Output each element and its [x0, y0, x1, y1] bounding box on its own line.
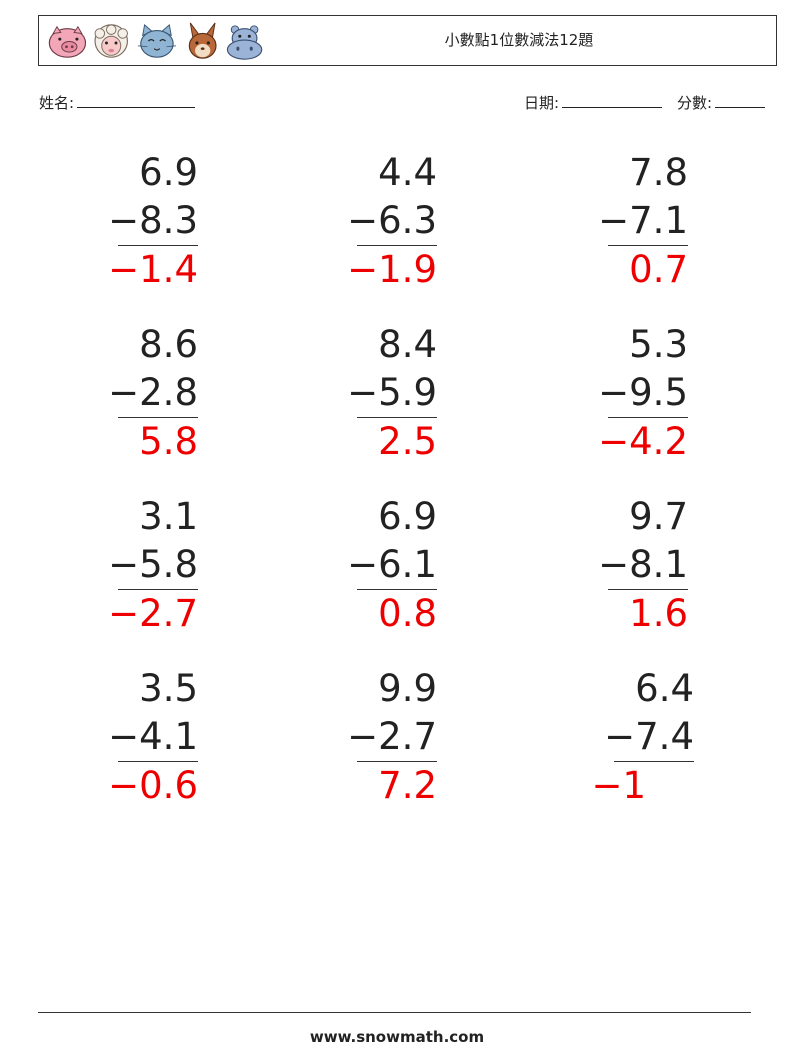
answer: −1.4	[108, 248, 198, 291]
subtrahend: −2.7	[347, 715, 437, 758]
rabbit-face-icon	[188, 22, 217, 59]
pig-face-icon	[48, 25, 87, 58]
answer: 5.8	[139, 420, 198, 463]
problem-8: 6.9 −6.1 0.8	[337, 495, 437, 645]
cat-face-icon	[137, 23, 177, 58]
answer: 7.2	[378, 764, 437, 807]
subtrahend: −7.1	[598, 199, 688, 242]
problem-9: 9.7 −8.1 1.6	[588, 495, 688, 645]
answer-line	[118, 589, 198, 590]
footer-divider	[38, 1012, 751, 1013]
problem-4: 8.6 −2.8 5.8	[98, 323, 198, 473]
answer-line	[608, 589, 688, 590]
worksheet-title: 小數點1位數減法12題	[444, 31, 594, 49]
minuend: 7.8	[629, 151, 688, 194]
answer: 0.8	[378, 592, 437, 635]
answer-line	[608, 417, 688, 418]
score-field[interactable]: 分數:	[677, 93, 766, 112]
date-blank[interactable]	[562, 93, 663, 108]
score-blank[interactable]	[715, 93, 766, 108]
problem-11: 9.9 −2.7 7.2	[337, 667, 437, 817]
answer-line	[118, 245, 198, 246]
minuend: 4.4	[378, 151, 437, 194]
subtrahend: −6.1	[347, 543, 437, 586]
date-field[interactable]: 日期:	[524, 93, 663, 112]
answer-line	[118, 761, 198, 762]
answer-line	[118, 417, 198, 418]
minuend: 3.5	[139, 667, 198, 710]
answer: −2.7	[108, 592, 198, 635]
date-label: 日期:	[524, 94, 560, 112]
answer-line	[357, 761, 437, 762]
minuend: 6.9	[139, 151, 198, 194]
minuend: 8.6	[139, 323, 198, 366]
minuend: 9.9	[378, 667, 437, 710]
animal-icons	[48, 22, 263, 60]
problem-7: 3.1 −5.8 −2.7	[98, 495, 198, 645]
answer-line	[614, 761, 694, 762]
worksheet-header: 小數點1位數減法12題	[38, 15, 777, 66]
minuend: 5.3	[629, 323, 688, 366]
problem-5: 8.4 −5.9 2.5	[337, 323, 437, 473]
answer-line	[357, 245, 437, 246]
name-label: 姓名:	[39, 94, 75, 112]
subtrahend: −7.4	[604, 715, 694, 758]
subtrahend: −2.8	[108, 371, 198, 414]
answer-line	[357, 417, 437, 418]
answer: −0.6	[108, 764, 198, 807]
name-blank[interactable]	[77, 93, 196, 108]
subtrahend: −6.3	[347, 199, 437, 242]
hippo-face-icon	[226, 25, 263, 60]
subtrahend: −4.1	[108, 715, 198, 758]
answer: −1.9	[347, 248, 437, 291]
problem-6: 5.3 −9.5 −4.2	[588, 323, 688, 473]
minuend: 9.7	[629, 495, 688, 538]
minuend: 6.4	[635, 667, 694, 710]
problem-10: 3.5 −4.1 −0.6	[98, 667, 198, 817]
answer: 0.7	[629, 248, 688, 291]
subtrahend: −8.1	[598, 543, 688, 586]
subtrahend: −5.9	[347, 371, 437, 414]
subtrahend: −5.8	[108, 543, 198, 586]
problem-1: 6.9 −8.3 −1.4	[98, 151, 198, 301]
answer: 2.5	[378, 420, 437, 463]
subtrahend: −8.3	[108, 199, 198, 242]
answer-line	[608, 245, 688, 246]
minuend: 3.1	[139, 495, 198, 538]
answer: 1.6	[629, 592, 688, 635]
problem-2: 4.4 −6.3 −1.9	[337, 151, 437, 301]
sheep-face-icon	[94, 24, 128, 58]
minuend: 8.4	[378, 323, 437, 366]
answer-line	[357, 589, 437, 590]
name-field[interactable]: 姓名:	[39, 93, 196, 112]
problem-3: 7.8 −7.1 0.7	[588, 151, 688, 301]
answer: −4.2	[598, 420, 688, 463]
problem-12: 6.4 −7.4 −1	[591, 667, 694, 817]
footer-site: www.snowmath.com	[309, 1028, 485, 1046]
score-label: 分數:	[677, 94, 713, 112]
subtrahend: −9.5	[598, 371, 688, 414]
answer: −1	[591, 764, 646, 807]
minuend: 6.9	[378, 495, 437, 538]
